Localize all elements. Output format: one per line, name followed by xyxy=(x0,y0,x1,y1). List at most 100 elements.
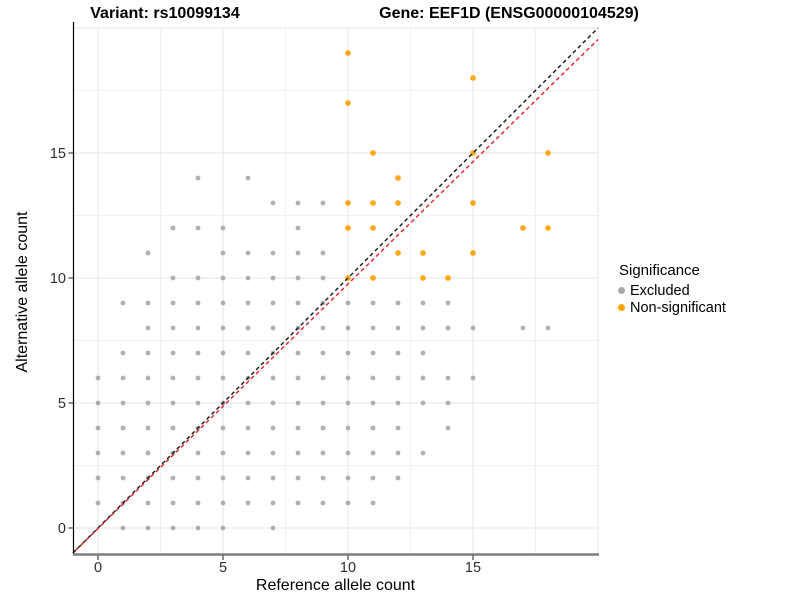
variant-title: Variant: rs10099134 xyxy=(90,5,240,22)
data-point-excluded xyxy=(295,375,301,381)
x-tick-label: 0 xyxy=(94,560,102,576)
data-point-non-significant xyxy=(370,225,376,231)
data-point-excluded xyxy=(420,375,426,381)
legend-item-excluded: Excluded xyxy=(618,282,726,299)
data-point-excluded xyxy=(320,200,326,206)
data-point-excluded xyxy=(120,350,126,356)
data-point-excluded xyxy=(145,500,151,506)
data-point-excluded xyxy=(520,325,526,331)
data-point-excluded xyxy=(295,250,301,256)
data-point-excluded xyxy=(120,300,126,306)
y-axis-label: Alternative allele count xyxy=(14,211,31,373)
data-point-non-significant xyxy=(420,250,426,256)
data-point-excluded xyxy=(370,450,376,456)
data-point-excluded xyxy=(145,375,151,381)
data-point-excluded xyxy=(420,450,426,456)
data-point-excluded xyxy=(420,300,426,306)
data-point-excluded xyxy=(395,450,401,456)
data-point-excluded xyxy=(270,525,276,531)
data-point-excluded xyxy=(120,450,126,456)
data-point-excluded xyxy=(220,450,226,456)
y-tick-label: 5 xyxy=(58,396,66,412)
data-point-excluded xyxy=(445,300,451,306)
data-point-excluded xyxy=(345,300,351,306)
data-point-excluded xyxy=(370,300,376,306)
data-point-excluded xyxy=(120,425,126,431)
data-point-excluded xyxy=(345,325,351,331)
data-point-excluded xyxy=(195,350,201,356)
data-point-excluded xyxy=(320,275,326,281)
fit-line xyxy=(72,38,599,554)
data-point-excluded xyxy=(245,475,251,481)
data-point-excluded xyxy=(295,225,301,231)
data-point-excluded xyxy=(295,400,301,406)
data-point-excluded xyxy=(345,500,351,506)
data-point-excluded xyxy=(445,400,451,406)
data-point-excluded xyxy=(195,500,201,506)
data-point-excluded xyxy=(220,250,226,256)
data-point-excluded xyxy=(220,500,226,506)
identity-line xyxy=(72,27,599,554)
data-point-excluded xyxy=(95,400,101,406)
data-point-excluded xyxy=(270,200,276,206)
data-point-excluded xyxy=(370,325,376,331)
data-point-non-significant xyxy=(345,225,351,231)
data-point-non-significant xyxy=(470,250,476,256)
data-point-excluded xyxy=(270,300,276,306)
data-point-non-significant xyxy=(470,200,476,206)
data-point-non-significant xyxy=(395,175,401,181)
data-point-excluded xyxy=(245,325,251,331)
data-point-excluded xyxy=(220,225,226,231)
data-point-excluded xyxy=(470,325,476,331)
data-point-excluded xyxy=(145,300,151,306)
data-point-excluded xyxy=(295,475,301,481)
data-point-excluded xyxy=(395,400,401,406)
data-point-excluded xyxy=(345,400,351,406)
data-point-non-significant xyxy=(395,200,401,206)
data-point-excluded xyxy=(220,275,226,281)
data-point-excluded xyxy=(145,525,151,531)
data-point-non-significant xyxy=(445,275,451,281)
data-point-excluded xyxy=(370,350,376,356)
data-point-excluded xyxy=(195,475,201,481)
data-point-excluded xyxy=(370,375,376,381)
data-point-non-significant xyxy=(520,225,526,231)
data-point-excluded xyxy=(420,400,426,406)
legend-item-non-significant: Non-significant xyxy=(618,299,726,316)
x-tick-label: 5 xyxy=(219,560,227,576)
data-point-non-significant xyxy=(370,200,376,206)
data-point-excluded xyxy=(120,375,126,381)
data-point-non-significant xyxy=(370,150,376,156)
data-point-excluded xyxy=(420,350,426,356)
data-point-excluded xyxy=(270,325,276,331)
data-point-excluded xyxy=(245,275,251,281)
data-point-non-significant xyxy=(470,75,476,81)
data-point-excluded xyxy=(145,425,151,431)
data-point-excluded xyxy=(245,250,251,256)
data-point-excluded xyxy=(270,275,276,281)
data-point-excluded xyxy=(445,425,451,431)
data-point-excluded xyxy=(395,325,401,331)
data-point-excluded xyxy=(295,425,301,431)
data-point-excluded xyxy=(345,375,351,381)
data-point-excluded xyxy=(370,400,376,406)
data-point-excluded xyxy=(345,425,351,431)
data-point-excluded xyxy=(145,250,151,256)
data-point-excluded xyxy=(545,325,551,331)
data-point-non-significant xyxy=(420,275,426,281)
data-point-excluded xyxy=(270,425,276,431)
data-point-excluded xyxy=(320,475,326,481)
data-point-excluded xyxy=(295,200,301,206)
data-point-excluded xyxy=(220,375,226,381)
data-point-non-significant xyxy=(345,50,351,56)
data-point-excluded xyxy=(220,325,226,331)
data-point-excluded xyxy=(170,225,176,231)
data-point-excluded xyxy=(170,375,176,381)
data-point-excluded xyxy=(145,350,151,356)
data-point-excluded xyxy=(345,475,351,481)
data-point-excluded xyxy=(170,400,176,406)
data-point-excluded xyxy=(245,400,251,406)
data-point-non-significant xyxy=(345,200,351,206)
excluded-dot-icon xyxy=(618,287,625,294)
data-point-non-significant xyxy=(395,250,401,256)
